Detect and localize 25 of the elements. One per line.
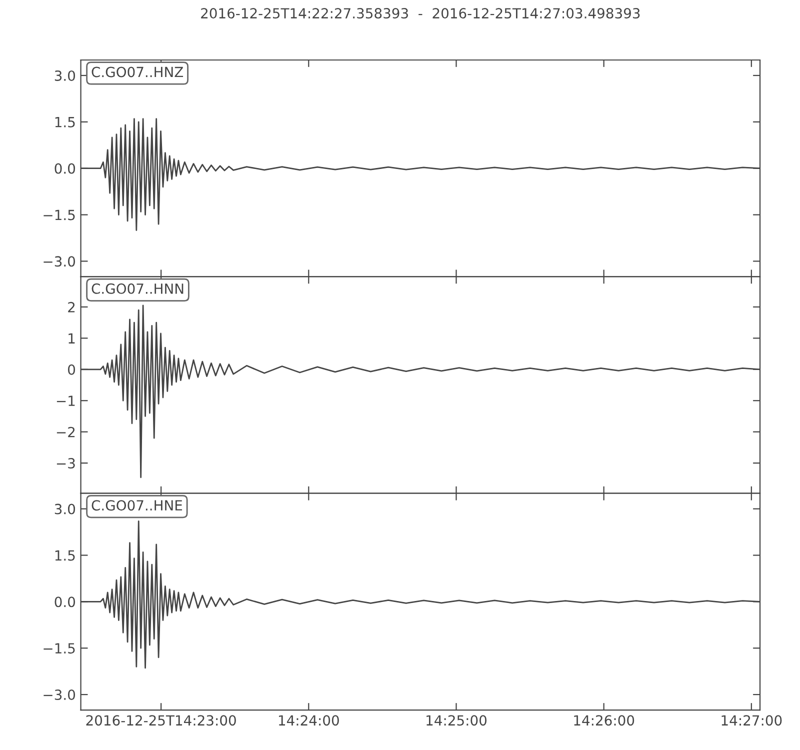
x-tick-label: 14:24:00 <box>278 715 339 726</box>
y-tick-label: 1 <box>68 333 75 344</box>
x-tick-label: 14:25:00 <box>426 715 487 726</box>
chart-title: 2016-12-25T14:22:27.358393 - 2016-12-25T14:27:03.498393 <box>201 8 640 19</box>
y-tick-label: 3.0 <box>54 70 76 81</box>
series-label: C.GO07..HNN <box>92 283 184 294</box>
y-tick-label: −1 <box>56 396 75 406</box>
y-tick-label: 1.5 <box>55 550 75 561</box>
y-tick-label: 0 <box>68 364 76 375</box>
y-tick-label: 0.0 <box>54 163 76 174</box>
y-tick-label: −1.5 <box>44 643 75 654</box>
x-tick-label: 2016-12-25T14:23:00 <box>86 715 236 726</box>
y-tick-label: −3.0 <box>44 256 76 267</box>
y-tick-label: −3 <box>56 458 75 469</box>
y-tick-label: −1.5 <box>44 210 75 220</box>
y-tick-label: 0.0 <box>54 596 76 608</box>
y-tick-label: −2 <box>56 426 75 438</box>
y-tick-label: 2 <box>68 302 75 312</box>
y-tick-label: −3.0 <box>44 690 76 700</box>
x-tick-label: 14:26:00 <box>574 715 634 726</box>
x-tick-label: 14:27:00 <box>722 715 782 726</box>
series-label: C.GO07..HNE <box>92 500 182 511</box>
legend-label: C.GO07..HNZ <box>92 66 184 78</box>
y-tick-label: 3.0 <box>54 504 76 514</box>
y-tick-label: 1.5 <box>55 117 75 128</box>
